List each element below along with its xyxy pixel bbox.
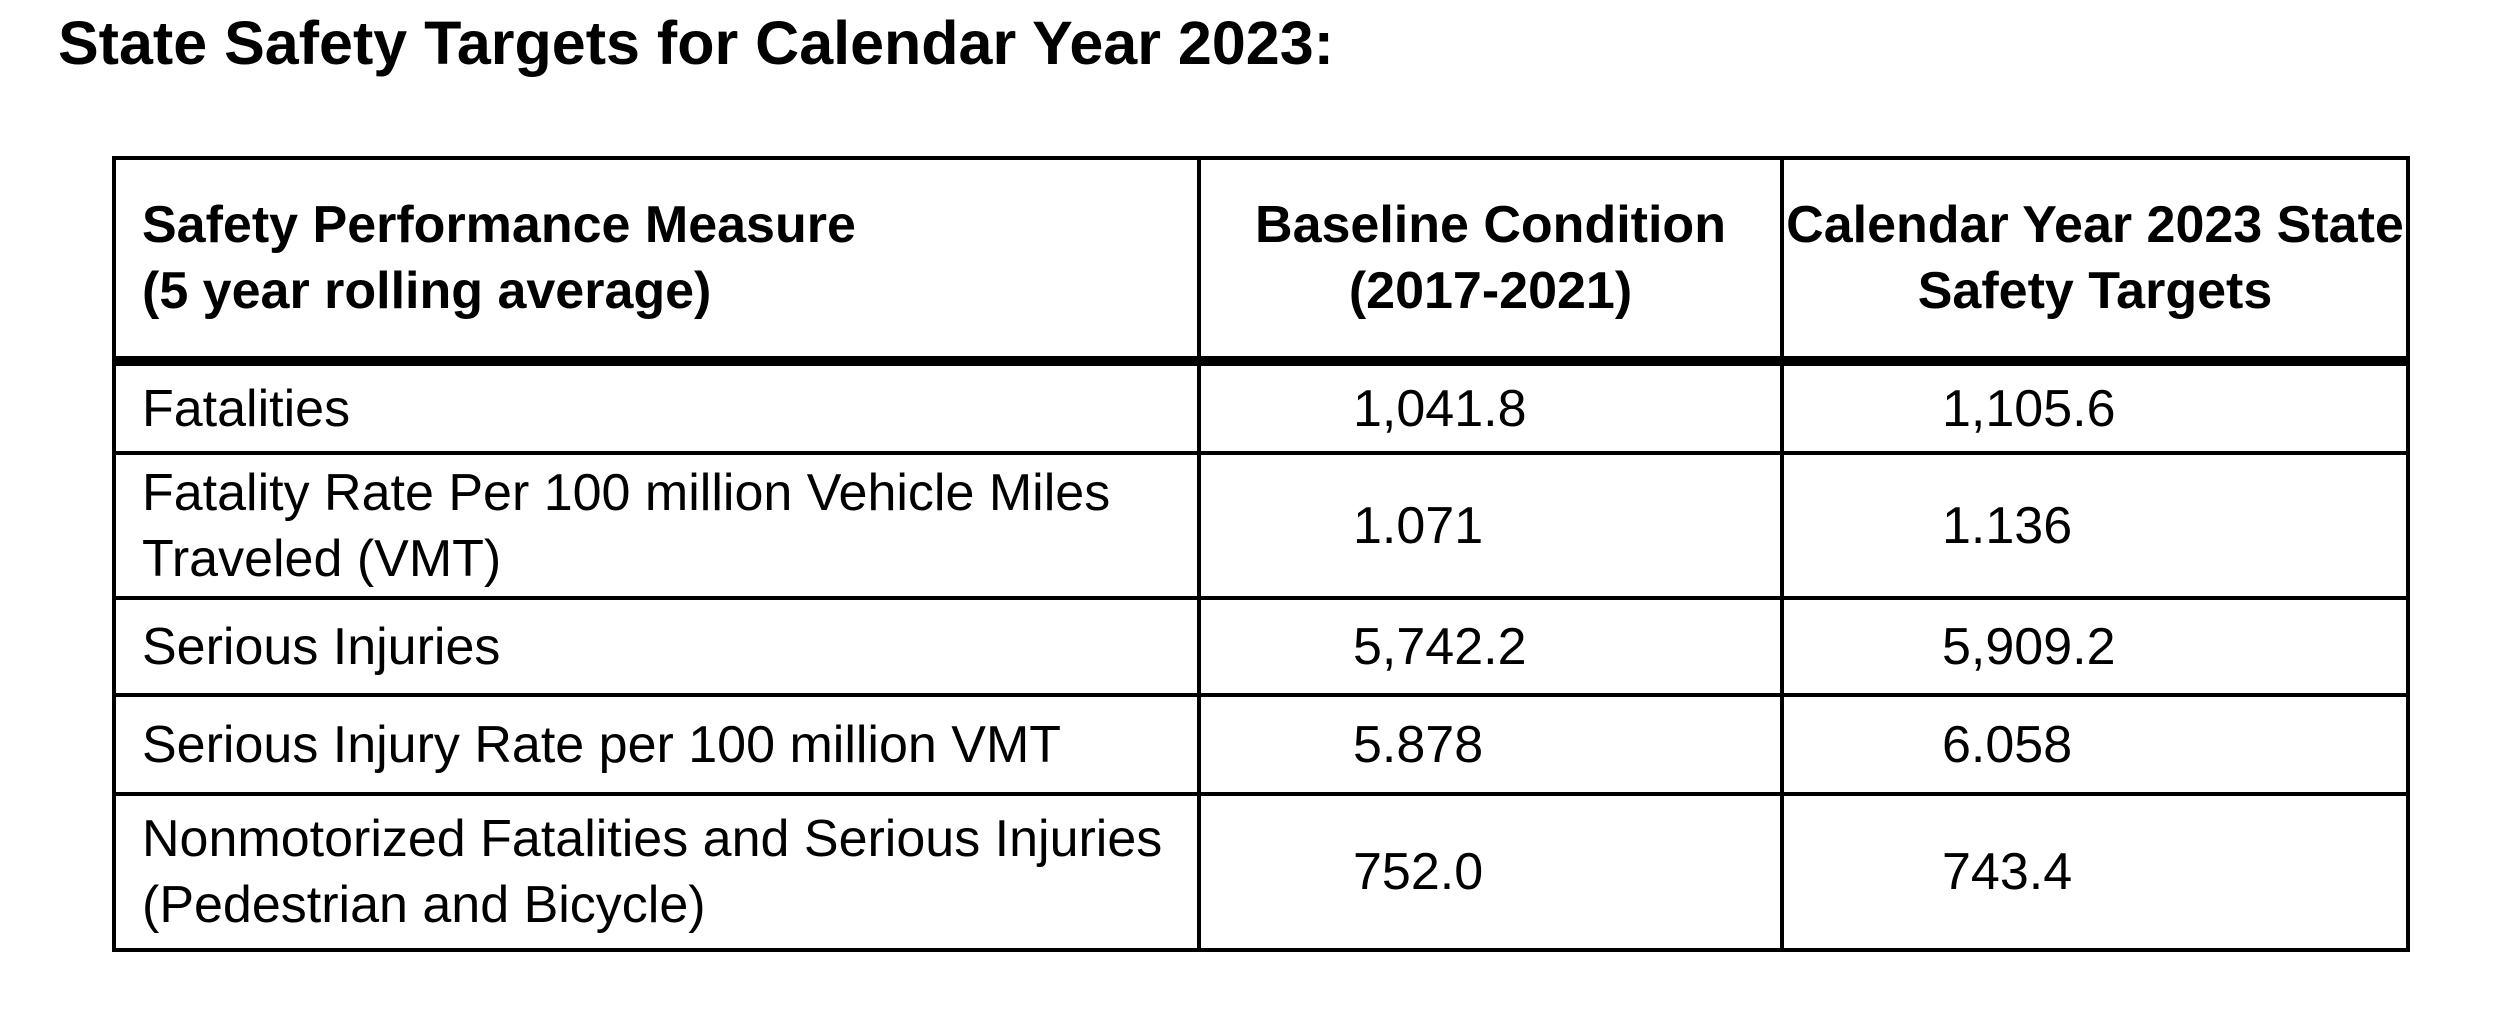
column-header-baseline-line1: Baseline Condition [1255,196,1726,254]
column-header-measure-line2: (5 year rolling average) [142,262,712,320]
column-header-target: Calendar Year 2023 State Safety Targets [1780,156,2410,366]
baseline-value: 5.878 [1197,693,1784,796]
table-header-row: Safety Performance Measure (5 year rolli… [112,156,2410,366]
safety-targets-table: Safety Performance Measure (5 year rolli… [112,156,2410,952]
target-value: 6.058 [1780,693,2410,796]
measure-label: Fatality Rate Per 100 million Vehicle Mi… [112,451,1201,600]
measure-label: Serious Injury Rate per 100 million VMT [112,693,1201,796]
target-value: 1.136 [1780,451,2410,600]
table-row: Fatalities 1,041.8 1,105.6 [112,359,2410,455]
column-header-measure: Safety Performance Measure (5 year rolli… [112,156,1201,366]
measure-label: Serious Injuries [112,596,1201,697]
column-header-target-line1: Calendar Year 2023 State [1786,196,2404,254]
baseline-value: 5,742.2 [1197,596,1784,697]
table-row: Serious Injury Rate per 100 million VMT … [112,693,2410,796]
target-value: 743.4 [1780,792,2410,952]
column-header-target-line2: Safety Targets [1917,262,2273,320]
table-row: Nonmotorized Fatalities and Serious Inju… [112,792,2410,952]
baseline-value: 752.0 [1197,792,1784,952]
table-row: Serious Injuries 5,742.2 5,909.2 [112,596,2410,697]
page-title: State Safety Targets for Calendar Year 2… [58,9,1334,77]
table-row: Fatality Rate Per 100 million Vehicle Mi… [112,451,2410,600]
measure-label: Fatalities [112,359,1201,455]
baseline-value: 1.071 [1197,451,1784,600]
column-header-measure-line1: Safety Performance Measure [142,196,856,254]
measure-label: Nonmotorized Fatalities and Serious Inju… [112,792,1201,952]
target-value: 1,105.6 [1780,359,2410,455]
baseline-value: 1,041.8 [1197,359,1784,455]
target-value: 5,909.2 [1780,596,2410,697]
column-header-baseline-line2: (2017-2021) [1348,262,1633,320]
column-header-baseline: Baseline Condition (2017-2021) [1197,156,1784,366]
